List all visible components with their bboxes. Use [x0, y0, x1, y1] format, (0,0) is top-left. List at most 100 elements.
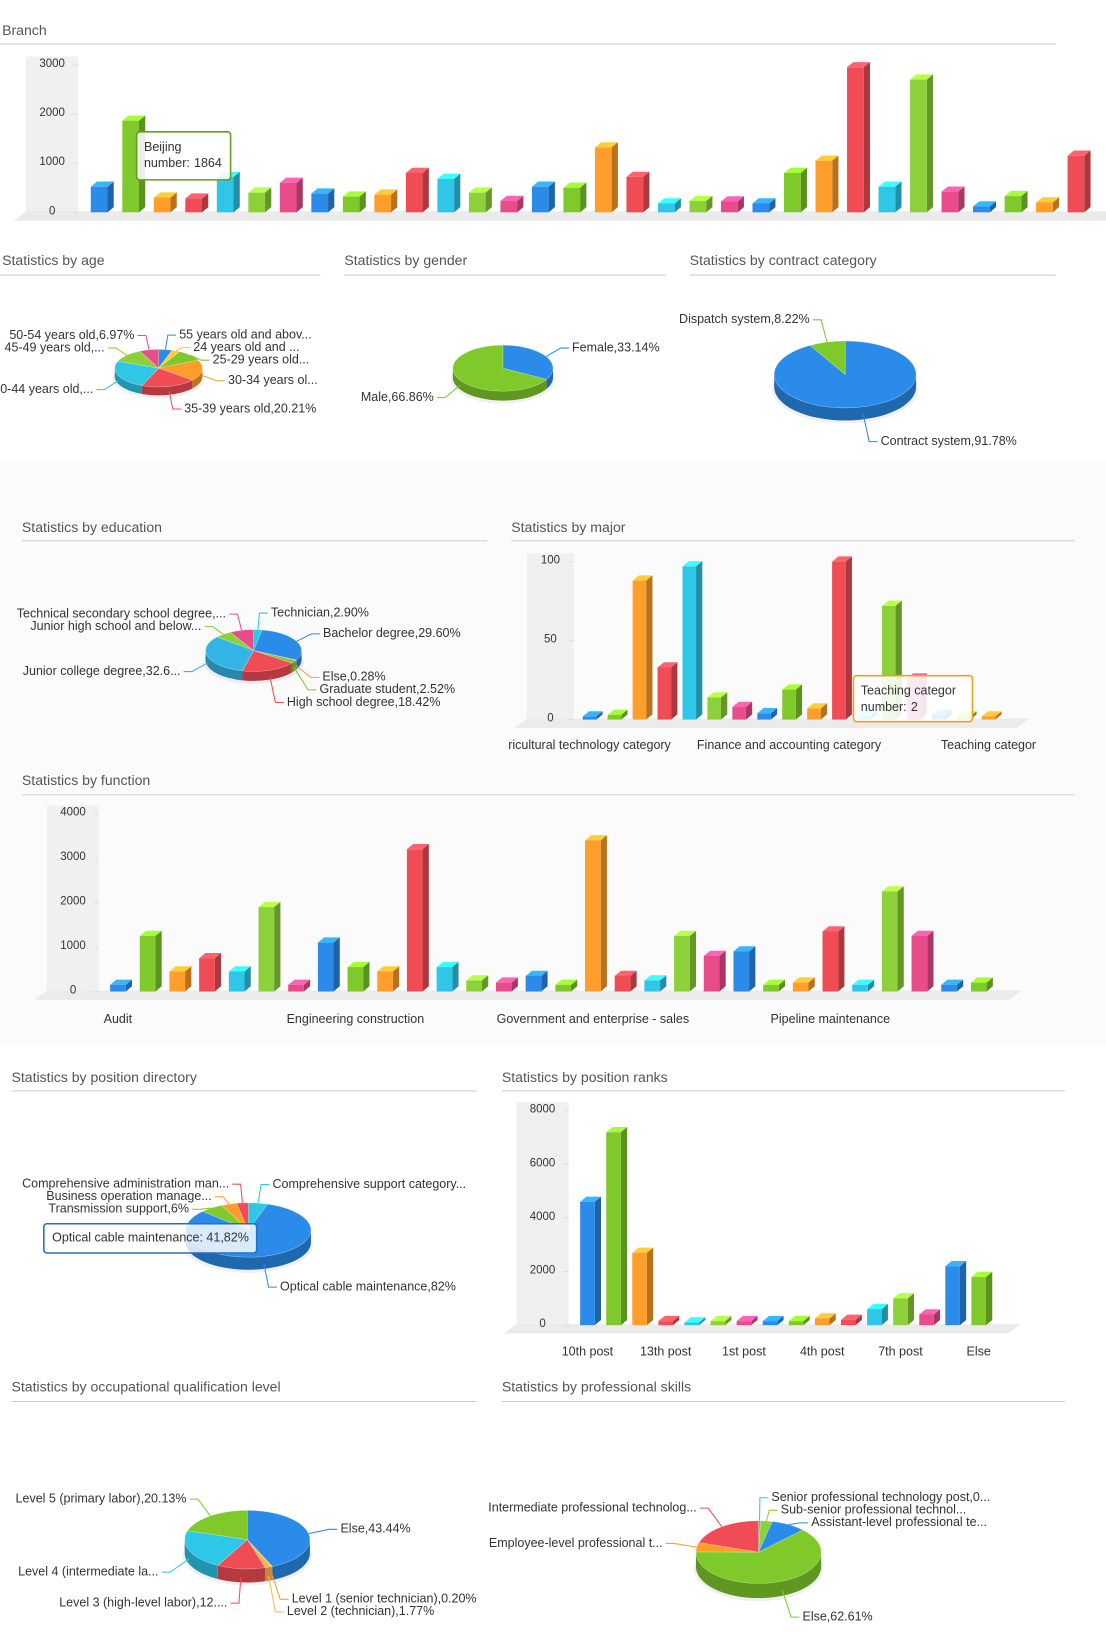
bar	[881, 886, 904, 992]
bar	[973, 201, 997, 213]
bar-top	[632, 575, 653, 581]
bar-front	[110, 984, 126, 992]
bar	[815, 155, 839, 213]
slice-label: Level 1 (senior technician),0.20%	[292, 1592, 477, 1606]
bar-side	[995, 711, 1002, 720]
bar	[945, 1260, 967, 1326]
pie-side	[217, 1565, 266, 1583]
x-tick-label: Audit	[104, 1012, 133, 1026]
bar-side	[185, 966, 192, 992]
bar-front	[733, 951, 750, 992]
chart-title: Statistics by position ranks	[502, 1069, 668, 1085]
label-line	[201, 375, 225, 382]
bar	[763, 979, 786, 992]
bar-side	[170, 192, 177, 213]
bar-front	[782, 689, 796, 720]
x-tick-label: Government and enterprise - sales	[497, 1012, 689, 1026]
bar-side	[481, 975, 489, 992]
bar	[674, 930, 696, 992]
bar	[500, 195, 524, 213]
x-tick-label: 4th post	[800, 1345, 845, 1359]
bar	[437, 173, 461, 213]
bar-front	[762, 1321, 778, 1326]
y-tick-label: 0	[539, 1318, 545, 1330]
bar	[279, 177, 303, 213]
bar-front	[919, 1314, 934, 1326]
bar-front	[437, 178, 455, 213]
bar-top	[311, 188, 335, 194]
slice-label: Comprehensive support category...	[273, 1177, 467, 1191]
bar-top	[867, 1303, 888, 1310]
pie-slice	[452, 344, 548, 392]
bar-front	[703, 955, 720, 992]
x-tick-label: 10th post	[562, 1345, 614, 1359]
slice-label: 25-29 years old...	[213, 353, 310, 367]
slice-label: Else,0.28%	[322, 670, 385, 684]
bar-side	[303, 979, 311, 992]
pie-side	[114, 368, 142, 394]
bar-side	[107, 181, 114, 213]
slice-label: Else,62.61%	[802, 1609, 872, 1623]
y-tick-label: 3000	[60, 851, 86, 863]
bar	[607, 709, 628, 720]
bar-front	[317, 942, 334, 992]
bar	[1067, 150, 1091, 213]
bar-side	[517, 195, 524, 213]
bar-front	[288, 984, 304, 992]
bar-top	[919, 1309, 941, 1315]
bar	[733, 946, 756, 992]
pie-slice	[242, 650, 293, 672]
y-tick-label: 2000	[60, 896, 86, 908]
bar-side	[895, 181, 902, 213]
pie-side	[272, 1539, 310, 1581]
slice-label: 55 years old and abov...	[179, 327, 312, 341]
bar-top	[525, 970, 548, 976]
bar-side	[720, 692, 728, 720]
bar	[468, 187, 492, 213]
bar	[90, 181, 114, 213]
bar-front	[893, 1298, 908, 1326]
bar-top	[139, 930, 162, 936]
bar-top	[466, 975, 489, 981]
bar-top	[710, 1315, 732, 1322]
label-line	[269, 675, 284, 703]
label-line	[190, 354, 210, 361]
bar-front	[644, 980, 661, 992]
bar-front	[500, 201, 518, 213]
bar	[807, 703, 827, 720]
bar-side	[808, 977, 815, 992]
bar	[614, 970, 637, 992]
slice-label: Intermediate professional technolog...	[488, 1500, 696, 1514]
bar-top	[585, 835, 607, 841]
bar	[199, 952, 222, 992]
label-line	[862, 414, 878, 443]
bar-top	[893, 1293, 915, 1299]
bar-side	[958, 186, 965, 213]
bar-side	[745, 701, 753, 720]
bar-side	[881, 1303, 888, 1326]
bar-side	[778, 979, 786, 992]
bar-front	[374, 194, 392, 213]
bar-side	[274, 901, 281, 992]
bar-front	[199, 958, 215, 992]
bar	[169, 966, 192, 992]
y-tick-label: 3000	[39, 58, 65, 70]
bar	[782, 684, 803, 720]
bar-front	[752, 203, 770, 213]
label-line	[168, 391, 182, 410]
bar-front	[732, 706, 746, 720]
y-tick-label: 2000	[530, 1265, 556, 1277]
slice-label: High school degree,18.42%	[287, 695, 441, 709]
bar	[342, 191, 366, 213]
bar-top	[832, 556, 852, 562]
bar-front	[684, 1322, 700, 1326]
bar-top	[881, 886, 904, 892]
slice-label: Sub-senior professional technol...	[781, 1503, 967, 1517]
bar-top	[607, 709, 628, 715]
bar-front	[682, 566, 697, 720]
bar-side	[803, 1315, 810, 1326]
bar	[139, 930, 162, 992]
bar-side	[660, 975, 667, 992]
bar	[658, 1315, 680, 1326]
bar-top	[258, 901, 281, 908]
